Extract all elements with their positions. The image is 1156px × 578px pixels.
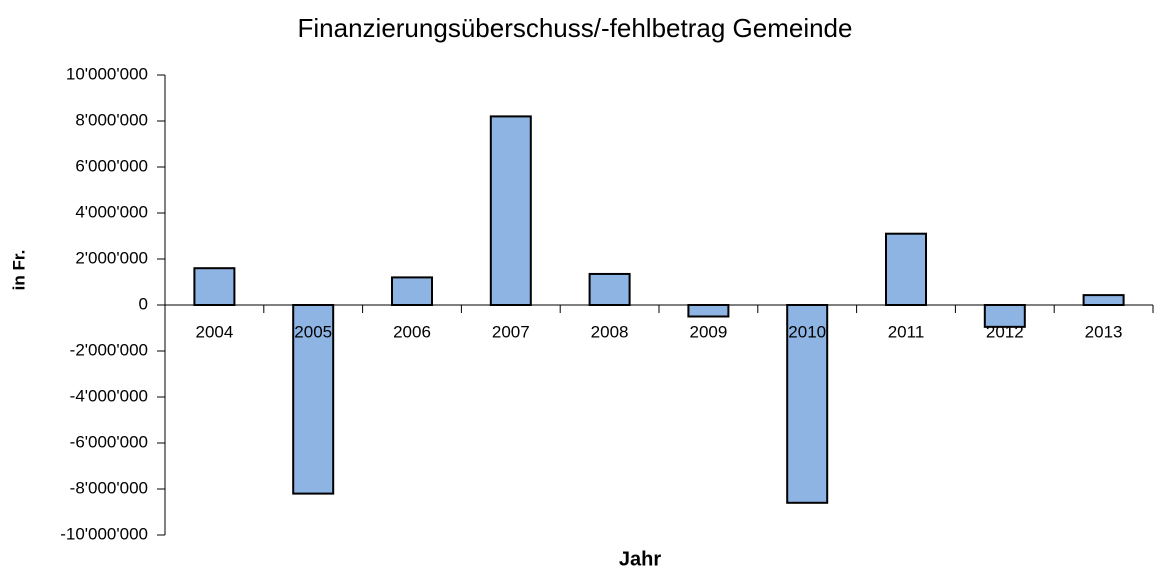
bar — [885, 232, 927, 306]
bar — [193, 267, 236, 307]
y-tick-label: -8'000'000 — [70, 478, 148, 497]
x-tick-label: 2013 — [1085, 322, 1123, 341]
y-tick-label: -4'000'000 — [70, 386, 148, 405]
x-tick-label: 2010 — [788, 322, 826, 341]
y-tick-label: 10'000'000 — [66, 64, 148, 83]
y-axis-label: in Fr. — [9, 250, 28, 291]
bar — [489, 115, 532, 307]
y-tick-label: -6'000'000 — [70, 432, 148, 451]
x-axis-label: Jahr — [619, 548, 661, 570]
y-tick-label: 6'000'000 — [75, 156, 148, 175]
x-tick-label: 2012 — [986, 322, 1024, 341]
y-tick-label: -10'000'000 — [60, 524, 148, 543]
y-tick-label: 8'000'000 — [75, 110, 148, 129]
x-tick-label: 2005 — [294, 322, 332, 341]
bar — [1082, 294, 1125, 306]
x-tick-label: 2011 — [888, 322, 925, 341]
y-tick-label: 2'000'000 — [75, 248, 148, 267]
y-tick-label: 4'000'000 — [75, 202, 148, 221]
x-tick-label: 2008 — [591, 322, 629, 341]
bar — [391, 276, 433, 306]
x-tick-label: 2006 — [393, 322, 431, 341]
y-tick-label: -2'000'000 — [70, 340, 148, 359]
bar — [588, 272, 631, 307]
x-tick-label: 2004 — [195, 322, 233, 341]
x-tick-label: 2007 — [492, 322, 530, 341]
x-tick-label: 2009 — [689, 322, 727, 341]
bar — [292, 304, 335, 495]
chart-title: Finanzierungsüberschuss/-fehlbetrag Geme… — [298, 13, 853, 43]
y-tick-label: 0 — [139, 294, 148, 313]
bar — [687, 304, 730, 318]
